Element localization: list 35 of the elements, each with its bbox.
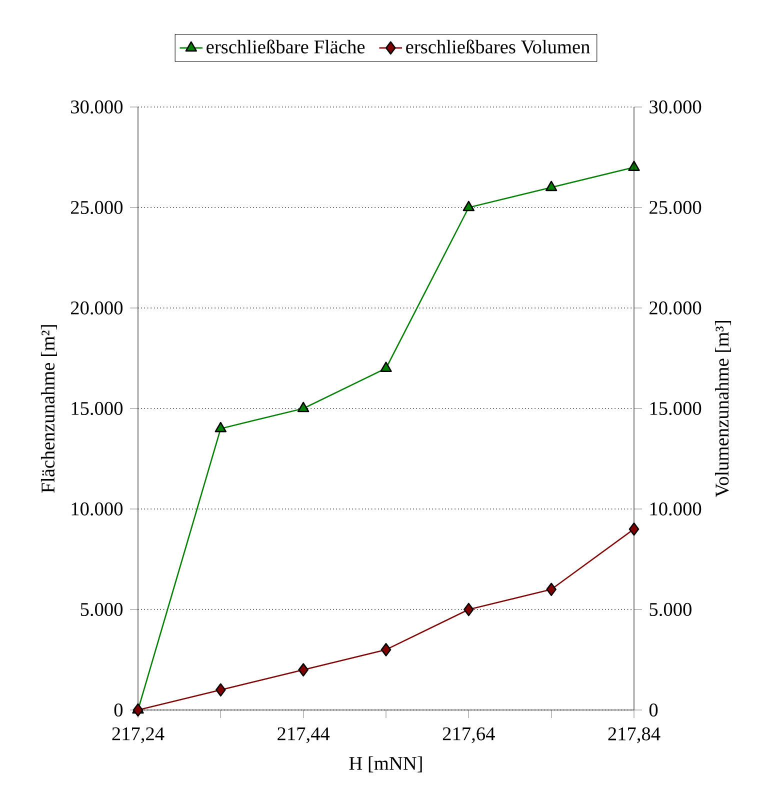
x-axis-title: H [mNN] — [349, 756, 422, 772]
point — [546, 582, 556, 596]
point — [298, 663, 309, 676]
point — [463, 602, 474, 616]
y2-tick-label: 20.000 — [650, 301, 702, 315]
y-tick-label: 5.000 — [80, 602, 123, 616]
y-axis-title: Flächenzunahme [m²] — [40, 325, 57, 493]
y2-tick-label: 15.000 — [650, 402, 702, 416]
x-tick-label: 217,24 — [112, 727, 164, 744]
point — [214, 422, 227, 432]
point — [462, 200, 475, 212]
y2-tick-label: 25.000 — [650, 200, 702, 214]
y-tick-label: 20.000 — [70, 301, 123, 315]
point — [380, 362, 392, 372]
y-tick-label: 15.000 — [72, 402, 123, 416]
point — [628, 522, 640, 536]
x-tick-label: 217,64 — [442, 727, 495, 744]
y-tick-label: 0 — [114, 703, 123, 717]
x-tick-label: 217,84 — [608, 727, 660, 744]
y2-axis-title: Volumenzunahme [m³] — [715, 321, 732, 498]
x-tick-label: 217,44 — [278, 727, 330, 744]
point — [297, 402, 310, 412]
point — [215, 683, 226, 697]
legend-label: erschließbare Fläche — [206, 40, 365, 54]
legend-label: erschließbares Volumen — [406, 40, 590, 54]
y2-tick-label: 0 — [649, 703, 658, 717]
point — [545, 180, 558, 192]
y-tick-label: 10.000 — [72, 502, 123, 516]
point — [132, 703, 144, 717]
point — [380, 643, 392, 656]
y-tick-label: 30.000 — [71, 100, 123, 114]
y2-tick-label: 30.000 — [650, 100, 702, 114]
y2-tick-label: 10.000 — [650, 502, 702, 516]
y-tick-label: 25.000 — [70, 200, 123, 214]
y2-tick-label: 5.000 — [650, 602, 692, 616]
